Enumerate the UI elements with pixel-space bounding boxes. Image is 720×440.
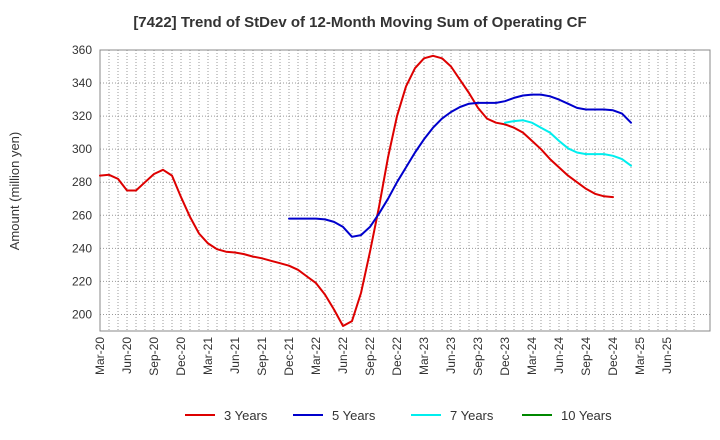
- plot-frame: [99, 49, 711, 332]
- x-tick-label: Dec-20: [174, 337, 188, 376]
- y-tick-label: 320: [72, 109, 92, 123]
- y-tick-label: 340: [72, 76, 92, 90]
- x-tick-label: Dec-21: [282, 337, 296, 376]
- x-tick-label: Mar-21: [201, 337, 215, 375]
- x-tick-label: Sep-22: [363, 337, 377, 376]
- y-tick-label: 240: [72, 241, 92, 255]
- y-tick-label: 200: [72, 307, 92, 321]
- y-tick-label: 280: [72, 175, 92, 189]
- series-line-5-years: [288, 93, 632, 238]
- legend: 3 Years 5 Years 7 Years 10 Years: [185, 408, 612, 423]
- x-tick-label: Jun-20: [120, 337, 134, 374]
- legend-label: 10 Years: [561, 408, 612, 423]
- x-tick-label: Sep-20: [147, 337, 161, 376]
- x-tick-label: Sep-24: [579, 337, 593, 376]
- grid-layer: [99, 49, 710, 331]
- x-tick-label: Sep-23: [471, 337, 485, 376]
- y-tick-label: 360: [72, 43, 92, 57]
- y-axis-ticks: 200 220 240 260 280 300 320 340 360: [72, 43, 92, 321]
- y-tick-label: 300: [72, 142, 92, 156]
- series-line-3-years: [99, 54, 614, 327]
- x-tick-label: Sep-21: [255, 337, 269, 376]
- series-line-7-years: [504, 119, 632, 167]
- y-tick-label: 260: [72, 208, 92, 222]
- x-tick-label: Dec-23: [498, 337, 512, 376]
- x-tick-label: Dec-22: [390, 337, 404, 376]
- x-tick-label: Mar-22: [309, 337, 323, 375]
- x-tick-label: Jun-23: [444, 337, 458, 374]
- x-tick-label: Jun-24: [552, 337, 566, 374]
- x-axis-ticks: Mar-20 Jun-20 Sep-20 Dec-20 Mar-21 Jun-21 Sep-…: [93, 337, 674, 376]
- y-tick-label: 220: [72, 274, 92, 288]
- x-tick-label: Mar-24: [525, 337, 539, 375]
- series-lines: [99, 54, 632, 327]
- legend-label: 3 Years: [224, 408, 268, 423]
- legend-label: 5 Years: [332, 408, 376, 423]
- y-axis-label: Amount (million yen): [7, 132, 22, 251]
- x-tick-label: Mar-25: [633, 337, 647, 375]
- x-tick-label: Mar-23: [417, 337, 431, 375]
- x-tick-label: Dec-24: [606, 337, 620, 376]
- legend-label: 7 Years: [450, 408, 494, 423]
- chart-title: [7422] Trend of StDev of 12-Month Moving…: [133, 14, 587, 31]
- x-tick-label: Jun-25: [660, 337, 674, 374]
- x-tick-label: Jun-21: [228, 337, 242, 374]
- x-tick-label: Jun-22: [336, 337, 350, 374]
- x-tick-label: Mar-20: [93, 337, 107, 375]
